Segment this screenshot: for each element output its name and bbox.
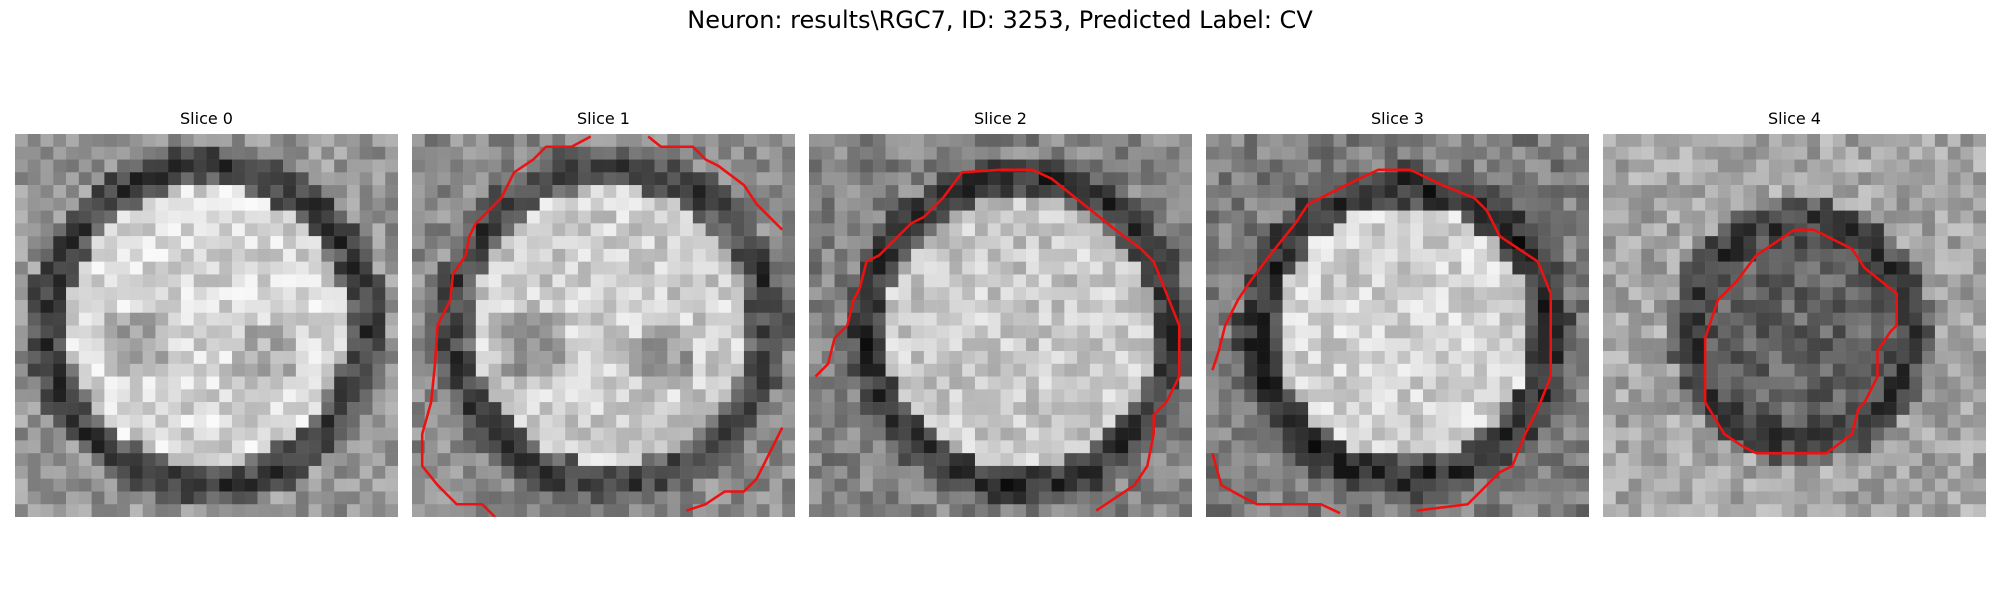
slice-image-svg (809, 134, 1192, 517)
slice-panel-1: Slice 1 (412, 108, 795, 517)
slice-image (1206, 134, 1589, 517)
slice-title: Slice 4 (1768, 109, 1821, 128)
contour-line (686, 427, 784, 512)
slice-image (809, 134, 1192, 517)
contour-line (647, 135, 784, 231)
slice-image (412, 134, 795, 517)
contour-line (1703, 228, 1898, 455)
contour-line (1211, 168, 1552, 512)
slice-panel-0: Slice 0 (15, 108, 398, 517)
slice-image-svg (1603, 134, 1986, 517)
slice-image-svg (412, 134, 795, 517)
slice-title: Slice 3 (1371, 109, 1424, 128)
slice-image (1603, 134, 1986, 517)
slice-title: Slice 2 (974, 109, 1027, 128)
slice-image-svg (1206, 134, 1589, 517)
slice-image (15, 134, 398, 517)
contour-line (814, 168, 1181, 512)
slice-image-svg (15, 134, 398, 517)
slice-title: Slice 1 (577, 109, 630, 128)
slice-panel-3: Slice 3 (1206, 108, 1589, 517)
figure-title: Neuron: results\RGC7, ID: 3253, Predicte… (687, 6, 1313, 34)
contour-line (420, 135, 592, 517)
contour-line (1211, 452, 1341, 515)
slice-title: Slice 0 (180, 109, 233, 128)
slice-panel-2: Slice 2 (809, 108, 1192, 517)
slice-panel-4: Slice 4 (1603, 108, 1986, 517)
